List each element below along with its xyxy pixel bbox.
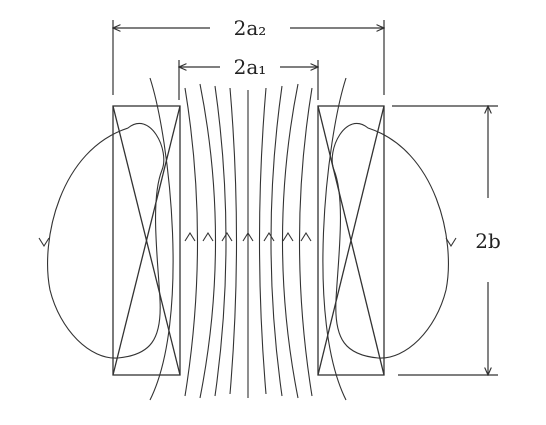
field-line-r1	[258, 87, 267, 395]
field-line-l2	[214, 85, 227, 397]
up-arrow-3	[221, 231, 233, 242]
field-line-r4	[298, 87, 313, 397]
height-label: 2b	[475, 229, 501, 253]
left-return-loop	[47, 122, 165, 359]
right-return-loops	[322, 77, 457, 401]
up-arrow-4	[242, 231, 254, 242]
axial-field-lines	[184, 83, 313, 399]
up-arrow-1	[184, 231, 196, 242]
outer-diameter-label: 2a₂	[234, 16, 267, 40]
left-coil-section	[112, 105, 181, 376]
field-direction-arrows	[184, 231, 312, 242]
field-line-r2	[270, 85, 283, 397]
field-line-l3	[199, 83, 217, 399]
right-loop-down-arrow	[445, 237, 457, 248]
field-line-l4	[184, 87, 199, 397]
right-coil-diag-2	[317, 105, 385, 376]
right-coil-section	[317, 105, 385, 376]
up-arrow-7	[300, 231, 312, 242]
left-return-loops	[38, 77, 174, 401]
right-outer-arc	[322, 77, 347, 401]
up-arrow-2	[202, 231, 214, 242]
up-arrow-6	[282, 231, 294, 242]
outer-dimension: 2a₂	[113, 16, 384, 95]
right-return-loop	[331, 122, 449, 359]
field-line-r3	[281, 83, 299, 399]
inner-diameter-label: 2a₁	[234, 55, 267, 79]
right-coil-rect	[317, 105, 385, 376]
left-loop-down-arrow	[38, 237, 50, 248]
up-arrow-5	[263, 231, 275, 242]
left-outer-arc	[149, 77, 174, 401]
field-line-l1	[229, 87, 238, 395]
inner-dimension: 2a₁	[179, 55, 318, 100]
height-dimension: 2b	[392, 106, 501, 375]
left-coil-rect	[112, 105, 181, 376]
left-coil-diag-2	[112, 105, 181, 376]
